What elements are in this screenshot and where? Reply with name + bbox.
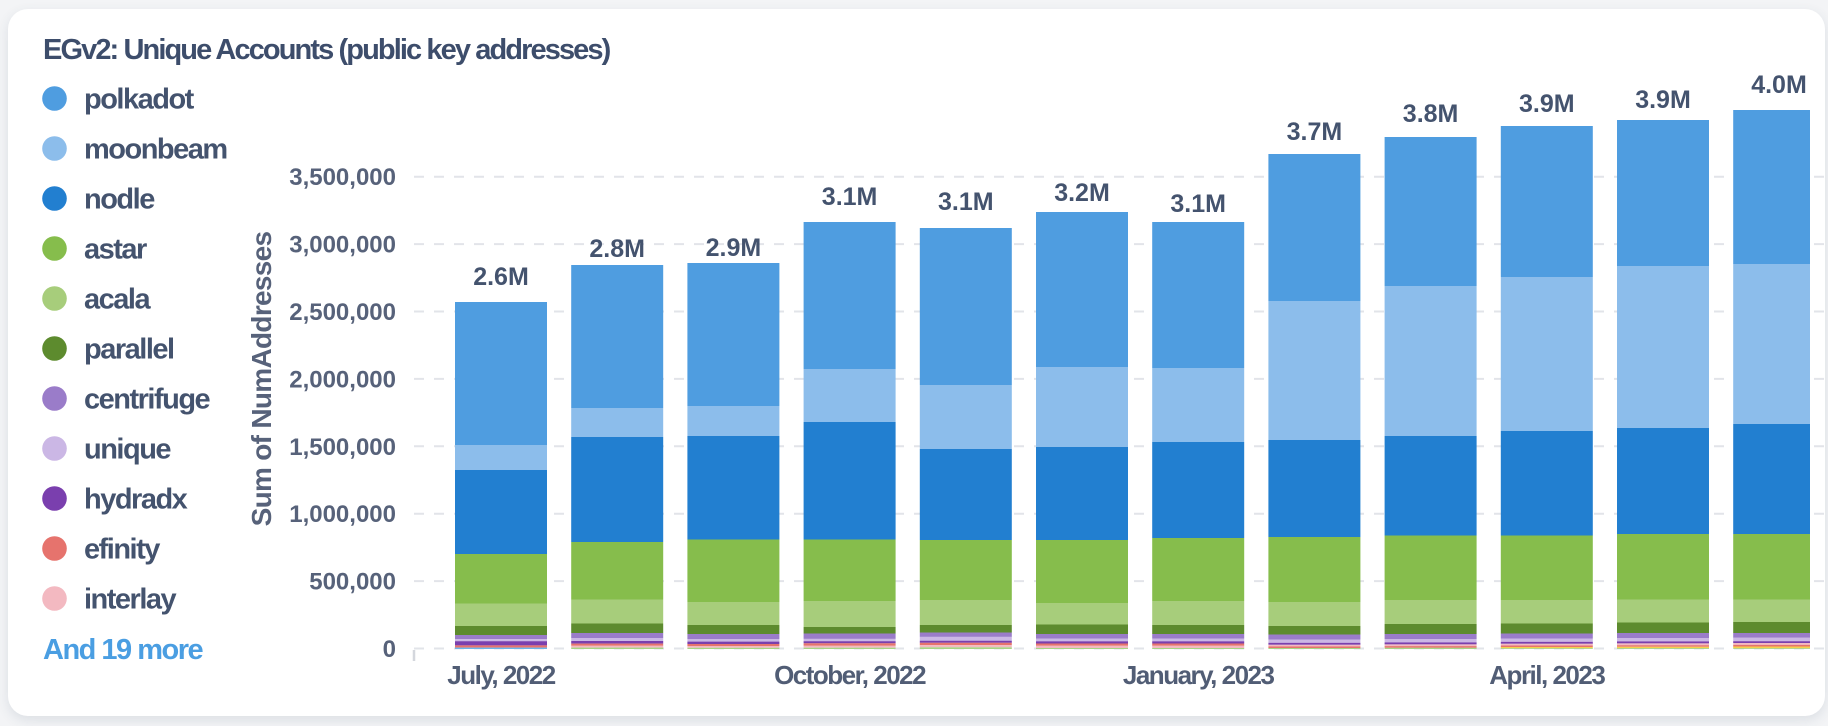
svg-text:3,500,000: 3,500,000: [289, 164, 396, 191]
svg-text:2,500,000: 2,500,000: [289, 299, 396, 326]
svg-text:EGv2: Unique Accounts (public: EGv2: Unique Accounts (public key addres…: [43, 34, 611, 66]
svg-text:nodle: nodle: [84, 184, 155, 216]
svg-text:July, 2022: July, 2022: [447, 660, 555, 690]
svg-text:polkadot: polkadot: [84, 84, 195, 116]
svg-text:Sum of NumAddresses: Sum of NumAddresses: [246, 231, 277, 526]
svg-text:interlay: interlay: [84, 584, 177, 616]
svg-text:3.9M: 3.9M: [1519, 90, 1575, 118]
svg-text:parallel: parallel: [84, 334, 174, 366]
svg-text:2.6M: 2.6M: [473, 263, 529, 291]
svg-text:3.9M: 3.9M: [1635, 86, 1691, 114]
svg-text:3.1M: 3.1M: [938, 188, 994, 216]
svg-text:0: 0: [383, 636, 396, 663]
svg-text:April, 2023: April, 2023: [1489, 660, 1605, 690]
svg-text:centrifuge: centrifuge: [84, 384, 211, 416]
svg-text:astar: astar: [84, 234, 147, 266]
svg-text:And 19 more: And 19 more: [43, 634, 204, 666]
svg-text:3,000,000: 3,000,000: [289, 232, 396, 259]
svg-text:3.2M: 3.2M: [1054, 179, 1110, 207]
svg-text:hydradx: hydradx: [84, 484, 188, 516]
svg-text:October, 2022: October, 2022: [774, 660, 926, 690]
svg-text:1,500,000: 1,500,000: [289, 434, 396, 461]
svg-text:2.9M: 2.9M: [706, 234, 762, 262]
svg-text:3.8M: 3.8M: [1403, 100, 1459, 128]
svg-text:3.1M: 3.1M: [1170, 190, 1226, 218]
svg-text:4.0M: 4.0M: [1751, 71, 1807, 99]
svg-text:moonbeam: moonbeam: [84, 134, 227, 166]
svg-text:500,000: 500,000: [309, 569, 396, 596]
svg-text:2,000,000: 2,000,000: [289, 366, 396, 393]
svg-text:2.8M: 2.8M: [589, 235, 645, 263]
svg-text:1,000,000: 1,000,000: [289, 501, 396, 528]
svg-text:acala: acala: [84, 284, 151, 316]
svg-text:January, 2023: January, 2023: [1123, 660, 1275, 690]
svg-text:unique: unique: [84, 434, 171, 466]
svg-text:3.7M: 3.7M: [1287, 118, 1343, 146]
svg-text:efinity: efinity: [84, 534, 160, 566]
svg-text:3.1M: 3.1M: [822, 183, 878, 211]
